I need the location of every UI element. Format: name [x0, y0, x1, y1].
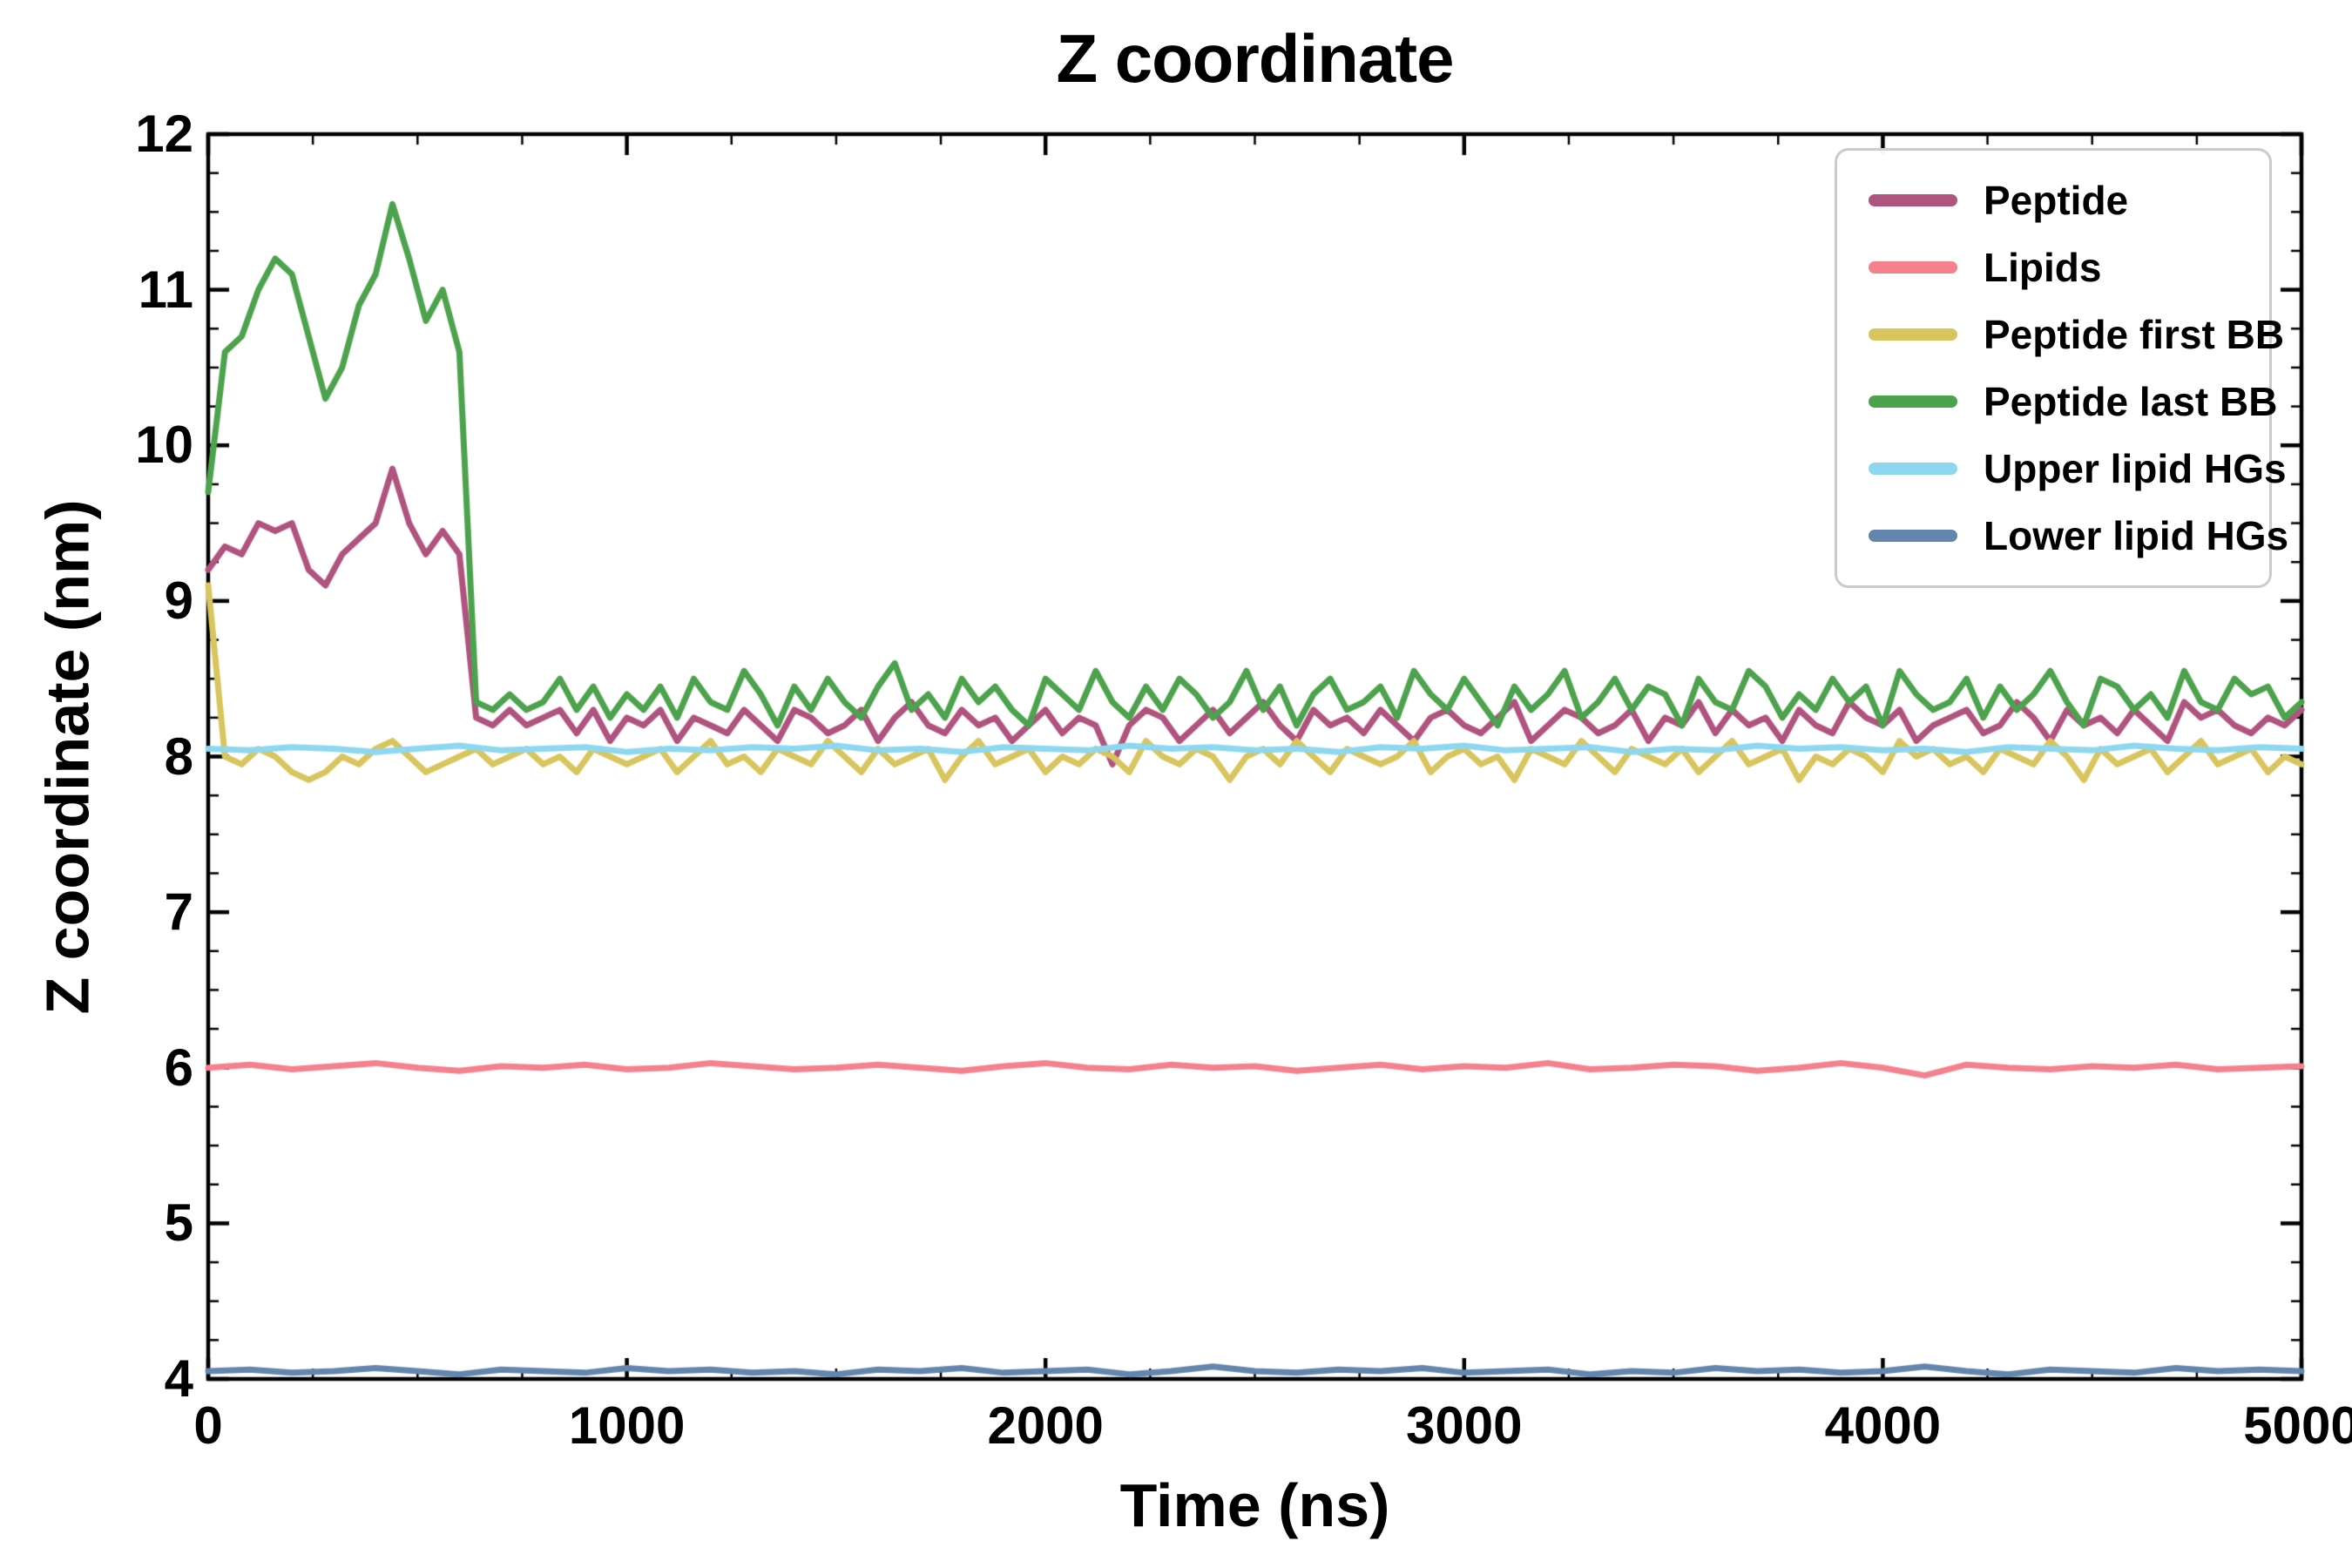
- y-axis-label-wrap: Z coordinate (nm): [14, 134, 122, 1379]
- y-tick-label: 6: [164, 1037, 193, 1097]
- y-tick-label: 11: [138, 260, 193, 319]
- y-tick-label: 10: [135, 416, 193, 475]
- legend-swatch-lipids: [1869, 261, 1957, 274]
- legend-label-peptide-last-bb: Peptide last BB: [1984, 379, 2278, 424]
- legend-label-lipids: Lipids: [1984, 245, 2102, 290]
- chart-title: Z coordinate: [1056, 20, 1454, 97]
- legend-label-upper-lipid-hgs: Upper lipid HGs: [1984, 446, 2287, 491]
- legend-swatch-lower-lipid-hgs: [1869, 530, 1957, 542]
- x-tick-label: 3000: [1406, 1396, 1523, 1455]
- legend-item-peptide-first-bb: Peptide first BB: [1869, 312, 2284, 357]
- y-tick-label: 4: [164, 1349, 193, 1408]
- y-tick-label: 12: [135, 105, 193, 163]
- legend-item-lower-lipid-hgs: Lower lipid HGs: [1869, 513, 2288, 558]
- x-tick-label: 4000: [1824, 1396, 1942, 1455]
- legend-swatch-peptide-last-bb: [1869, 395, 1957, 408]
- x-tick-label: 2000: [987, 1396, 1104, 1455]
- x-tick-label: 5000: [2243, 1396, 2352, 1455]
- x-axis-label: Time (ns): [1119, 1471, 1390, 1539]
- x-tick-label: 1000: [568, 1396, 686, 1455]
- y-tick-label: 9: [164, 571, 193, 630]
- x-tick-label: 0: [193, 1396, 223, 1455]
- legend-label-peptide-first-bb: Peptide first BB: [1984, 312, 2285, 357]
- legend-item-peptide-last-bb: Peptide last BB: [1869, 379, 2277, 424]
- legend-swatch-peptide-first-bb: [1869, 328, 1957, 341]
- legend-label-peptide: Peptide: [1984, 178, 2129, 223]
- legend: Peptide Lipids Peptide first BB Peptide …: [1835, 148, 2288, 588]
- y-tick-label: 7: [164, 882, 193, 942]
- legend-swatch-peptide: [1869, 194, 1957, 206]
- legend-item-peptide: Peptide: [1869, 178, 2238, 223]
- legend-item-upper-lipid-hgs: Upper lipid HGs: [1869, 446, 2287, 491]
- legend-label-lower-lipid-hgs: Lower lipid HGs: [1984, 513, 2289, 558]
- legend-item-lipids: Lipids: [1869, 245, 2238, 290]
- y-axis-label: Z coordinate (nm): [34, 498, 103, 1015]
- y-tick-label: 8: [164, 727, 193, 786]
- y-tick-label: 5: [164, 1193, 193, 1253]
- legend-swatch-upper-lipid-hgs: [1869, 463, 1957, 475]
